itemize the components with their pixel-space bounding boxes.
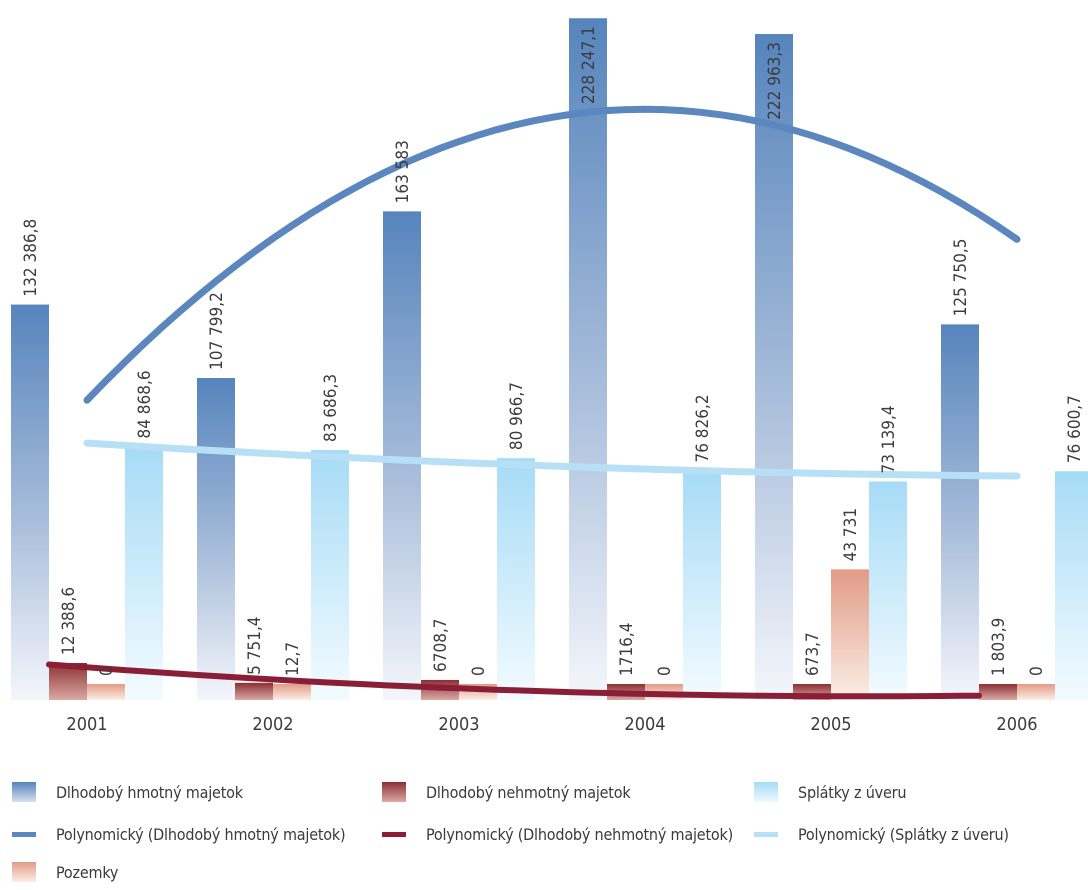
bar-group <box>11 18 1088 701</box>
data-label: 0 <box>469 666 489 676</box>
legend-item-trend-splatky[interactable]: Polynomický (Splátky z úveru) <box>754 820 1009 848</box>
bar-dhm-2002[interactable] <box>197 378 235 700</box>
x-axis: 2001 2002 2003 2004 2005 2006 <box>66 714 1037 735</box>
bar-dhm-2006[interactable] <box>941 324 979 700</box>
trendline-dnm <box>46 661 982 700</box>
data-label: 1716,4 <box>617 623 637 677</box>
legend-swatch <box>382 782 406 802</box>
data-label: 5 751,4 <box>245 616 265 674</box>
data-label: 132 386,8 <box>21 219 41 297</box>
chart: 132 386,8 12 388,6 0 84 868,6 107 799,2 5 751… <box>11 18 1088 735</box>
bar-splatky-2002[interactable] <box>311 450 349 700</box>
data-label: 84 868,6 <box>135 370 155 438</box>
data-label: 673,7 <box>803 632 823 676</box>
data-label: 12 388,6 <box>59 587 79 655</box>
legend-swatch <box>754 782 778 802</box>
legend-item-pozemky[interactable]: Pozemky <box>12 858 118 886</box>
legend-label: Polynomický (Dlhodobý nehmotný majetok) <box>426 824 734 844</box>
legend-label: Polynomický (Splátky z úveru) <box>798 824 1009 844</box>
bar-dnm-2006[interactable] <box>979 684 1017 700</box>
data-label: 76 600,7 <box>1065 395 1085 463</box>
trendline-splatky <box>83 439 1021 480</box>
bar-splatky-2003[interactable] <box>497 458 535 700</box>
data-label: 80 966,7 <box>507 382 527 450</box>
bar-dhm-2005[interactable] <box>755 34 793 701</box>
trendline-group <box>46 105 1021 700</box>
data-label: 12,7 <box>283 642 303 676</box>
bar-pozemky-2002[interactable] <box>273 684 311 700</box>
legend-item-dlhodoby-nehmotny-majetok[interactable]: Dlhodobý nehmotný majetok <box>382 778 631 806</box>
legend-label: Splátky z úveru <box>798 782 907 802</box>
legend-label: Pozemky <box>56 862 119 882</box>
bar-splatky-2005[interactable] <box>869 481 907 700</box>
bar-dhm-2004[interactable] <box>569 18 607 700</box>
legend-label: Dlhodobý nehmotný majetok <box>426 782 631 802</box>
x-tick-label: 2001 <box>66 714 107 735</box>
bar-dnm-2002[interactable] <box>235 682 273 700</box>
data-label: 0 <box>97 666 117 676</box>
bar-dhm-2003[interactable] <box>383 211 421 700</box>
legend-line-swatch <box>754 831 778 837</box>
data-label: 107 799,2 <box>207 292 227 370</box>
legend-item-splatky-z-uveru[interactable]: Splátky z úveru <box>754 778 906 806</box>
data-label: 1 803,9 <box>989 618 1009 676</box>
legend-label: Polynomický (Dlhodobý hmotný majetok) <box>56 824 346 844</box>
bar-pozemky-2006[interactable] <box>1017 684 1055 700</box>
legend-swatch <box>12 782 36 802</box>
legend-item-trend-dhm[interactable]: Polynomický (Dlhodobý hmotný majetok) <box>12 820 346 848</box>
data-label: 76 826,2 <box>693 394 713 462</box>
data-label: 0 <box>655 666 675 676</box>
bar-dhm-2001[interactable] <box>11 304 49 700</box>
data-label-group: 132 386,8 12 388,6 0 84 868,6 107 799,2 5 751… <box>21 26 1085 676</box>
x-tick-label: 2003 <box>438 714 479 735</box>
bar-pozemky-2005[interactable] <box>831 569 869 700</box>
data-label: 6708,7 <box>431 618 451 672</box>
legend-item-trend-dnm[interactable]: Polynomický (Dlhodobý nehmotný majetok) <box>382 820 733 848</box>
trendline-dhm <box>83 105 1021 404</box>
x-tick-label: 2002 <box>252 714 293 735</box>
data-label: 222 963,3 <box>765 42 785 120</box>
legend: Dlhodobý hmotný majetok Dlhodobý nehmotn… <box>0 770 1088 890</box>
x-tick-label: 2004 <box>624 714 665 735</box>
data-label: 0 <box>1027 666 1047 676</box>
data-label: 125 750,5 <box>951 239 971 317</box>
legend-swatch <box>12 862 36 882</box>
data-label: 73 139,4 <box>879 405 899 473</box>
data-label: 163 583 <box>393 140 413 203</box>
x-tick-label: 2006 <box>996 714 1037 735</box>
data-label: 43 731 <box>841 508 861 562</box>
legend-item-dlhodoby-hmotny-majetok[interactable]: Dlhodobý hmotný majetok <box>12 778 243 806</box>
x-tick-label: 2005 <box>810 714 851 735</box>
data-label: 228 247,1 <box>579 26 599 104</box>
legend-label: Dlhodobý hmotný majetok <box>56 782 243 802</box>
bar-splatky-2006[interactable] <box>1055 471 1088 700</box>
legend-line-swatch <box>12 831 36 837</box>
bar-splatky-2004[interactable] <box>683 470 721 700</box>
legend-line-swatch <box>382 831 406 837</box>
bar-pozemky-2001[interactable] <box>87 684 125 700</box>
data-label: 83 686,3 <box>321 374 341 442</box>
bar-splatky-2001[interactable] <box>125 446 163 700</box>
